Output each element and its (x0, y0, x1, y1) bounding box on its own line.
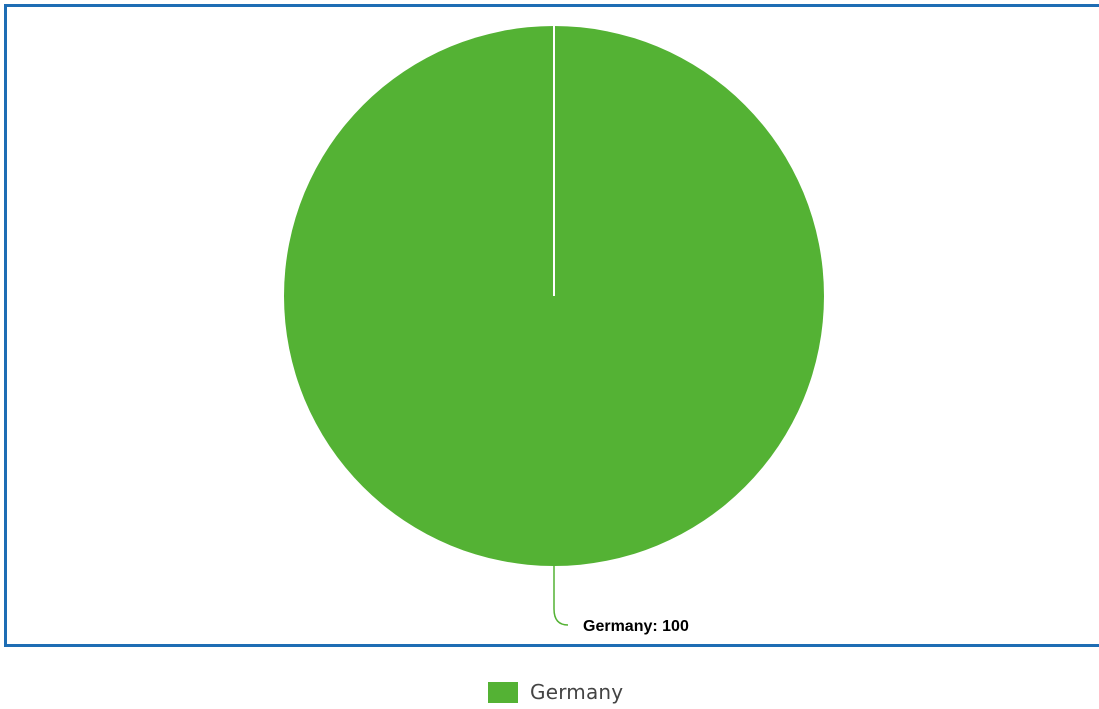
legend-swatch-germany[interactable] (488, 682, 518, 703)
pie-slices-layer (284, 26, 824, 566)
pie-labels-layer: Germany: 100 (554, 566, 689, 635)
data-label-germany: Germany: 100 (583, 618, 689, 635)
chart-legend: Germany (488, 680, 623, 704)
data-label-connector (554, 566, 568, 625)
legend-label-germany[interactable]: Germany (530, 680, 623, 704)
